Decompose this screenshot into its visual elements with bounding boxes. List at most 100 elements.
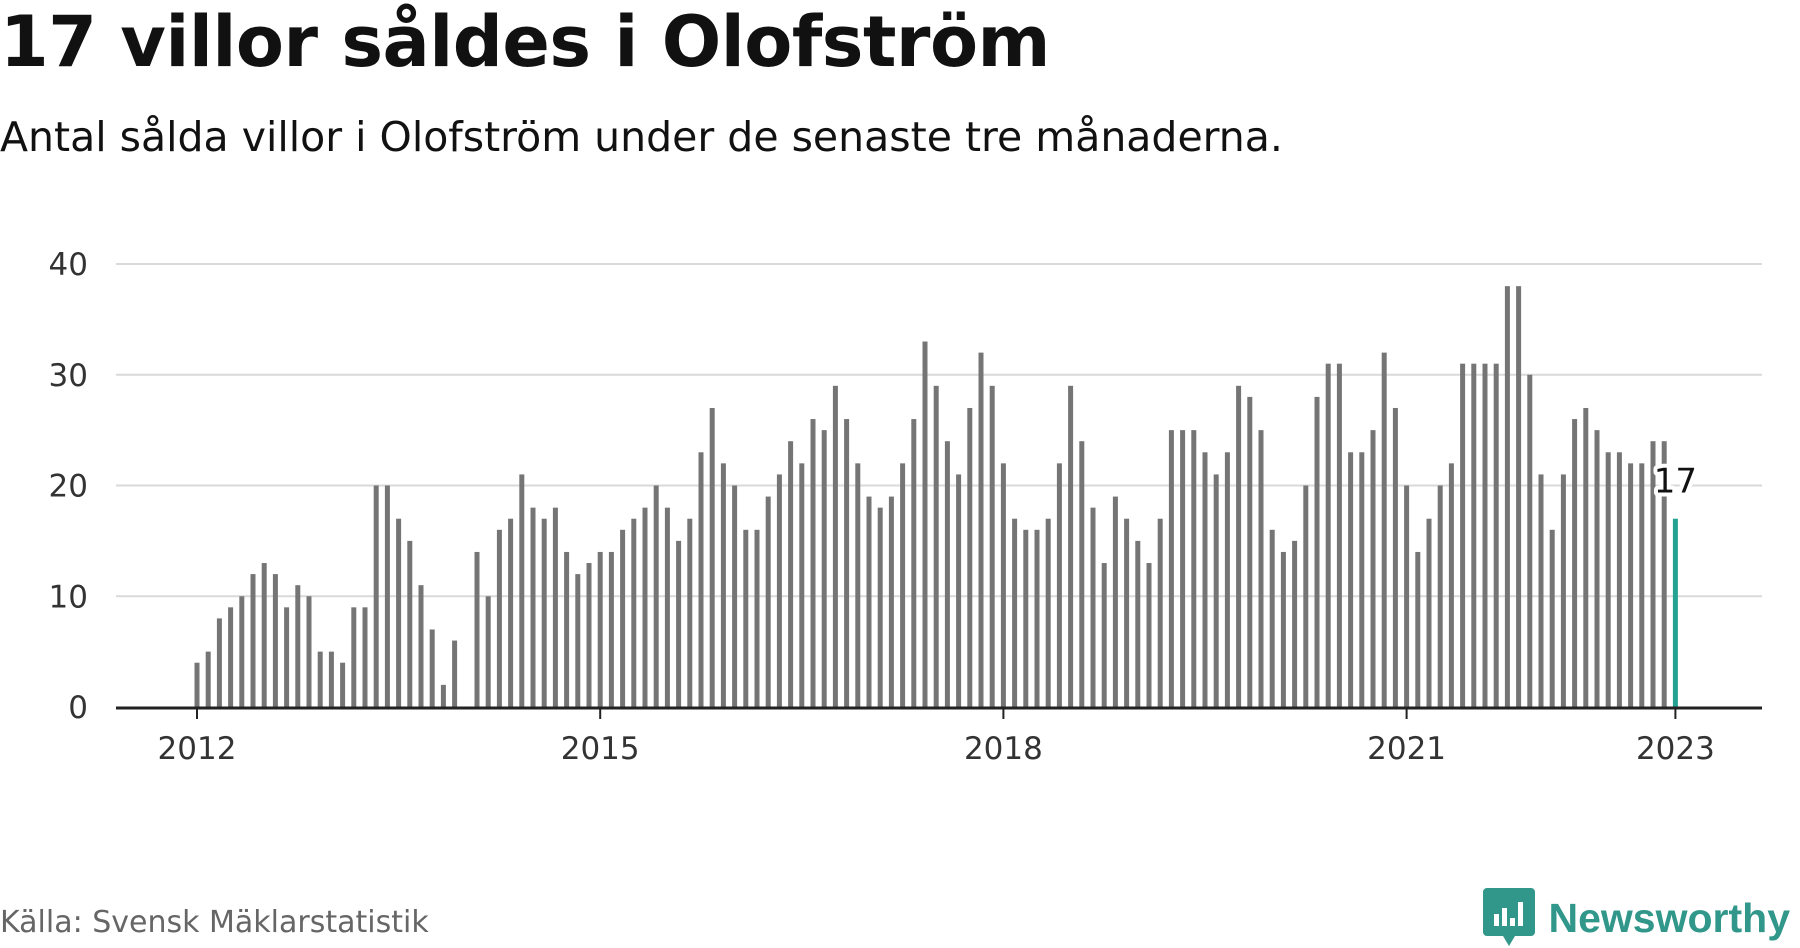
bar [1258,430,1264,707]
bar [1157,518,1163,707]
bar [1392,407,1398,707]
bar [1325,363,1331,707]
bar [832,385,838,707]
bar [620,529,626,707]
bar [284,607,290,707]
bar [586,563,592,707]
bar [261,563,267,707]
bar [967,407,973,707]
bar-chart: 0 10 20 30 40 2012 2015 2018 2021 2023 17 [49,247,1762,767]
x-axis-ticks: 2012 2015 2018 2021 2023 [158,708,1715,767]
y-tick-label: 0 [68,690,88,726]
bar [1639,463,1645,707]
bar [328,651,334,707]
bar [1236,385,1242,707]
bar [1056,463,1062,707]
brand-name: Newsworthy [1548,894,1791,941]
x-tick-label: 2012 [158,731,237,767]
source-note: Källa: Svensk Mäklarstatistik [0,905,429,940]
bar [698,452,704,707]
bar [776,474,782,707]
bar [496,529,502,707]
bar [1381,352,1387,707]
bar [1348,452,1354,707]
bar [687,518,693,707]
bar [407,540,413,707]
bar [1213,474,1219,707]
bar [1493,363,1499,707]
bar [295,585,301,707]
y-tick-label: 30 [49,358,88,394]
bar [631,518,637,707]
gridlines [116,263,1762,598]
bar [765,496,771,707]
bar [1482,363,1488,707]
bar [866,496,872,707]
bar [1594,430,1600,707]
bar [1404,485,1410,707]
bar [720,463,726,707]
bar [1124,518,1130,707]
bar-highlight [1672,518,1678,707]
bar [418,585,424,707]
bar [541,518,547,707]
bar [1112,496,1118,707]
bar [384,485,390,707]
bar [810,419,816,707]
bar [642,507,648,707]
bar [799,463,805,707]
bar [1168,430,1174,707]
bar-chart-bubble-icon [1482,888,1535,946]
bar [1471,363,1477,707]
bars [194,286,1678,707]
bar [709,407,715,707]
bar [1191,430,1197,707]
bar [1504,286,1510,707]
bar [821,430,827,707]
bar [452,640,458,707]
bar [508,518,514,707]
chart-title: 17 villor såldes i Olofström [0,1,1050,83]
bar [978,352,984,707]
bar [597,551,603,707]
bar [519,474,525,707]
bar [608,551,614,707]
bar [1079,441,1085,707]
bar [1023,529,1029,707]
bar [396,518,402,707]
bar [877,507,883,707]
bar [1135,540,1141,707]
bar [754,529,760,707]
bar [351,607,357,707]
bar [1359,452,1365,707]
bar [340,662,346,707]
bar [1448,463,1454,707]
bar [1616,452,1622,707]
bar [1560,474,1566,707]
bar [676,540,682,707]
chart-subtitle: Antal sålda villor i Olofström under de … [0,113,1283,161]
bar [552,507,558,707]
bar [788,441,794,707]
x-tick-label: 2015 [561,731,640,767]
bar [1650,441,1656,707]
bar [911,419,917,707]
bar [1045,518,1051,707]
bar [205,651,211,707]
bar [1527,374,1533,707]
bar [1437,485,1443,707]
newsworthy-logo: Newsworthy [1482,888,1791,948]
bar [317,651,323,707]
highlight-value-label: 17 [1654,462,1697,502]
bar [1415,551,1421,707]
bar [1292,540,1298,707]
bar [575,574,581,707]
bar [989,385,995,707]
bar [1224,452,1230,707]
bar [250,574,256,707]
bar [1303,485,1309,707]
bar [1370,430,1376,707]
bar [1628,463,1634,707]
y-axis-ticks: 0 10 20 30 40 [49,247,88,726]
bar [1460,363,1466,707]
